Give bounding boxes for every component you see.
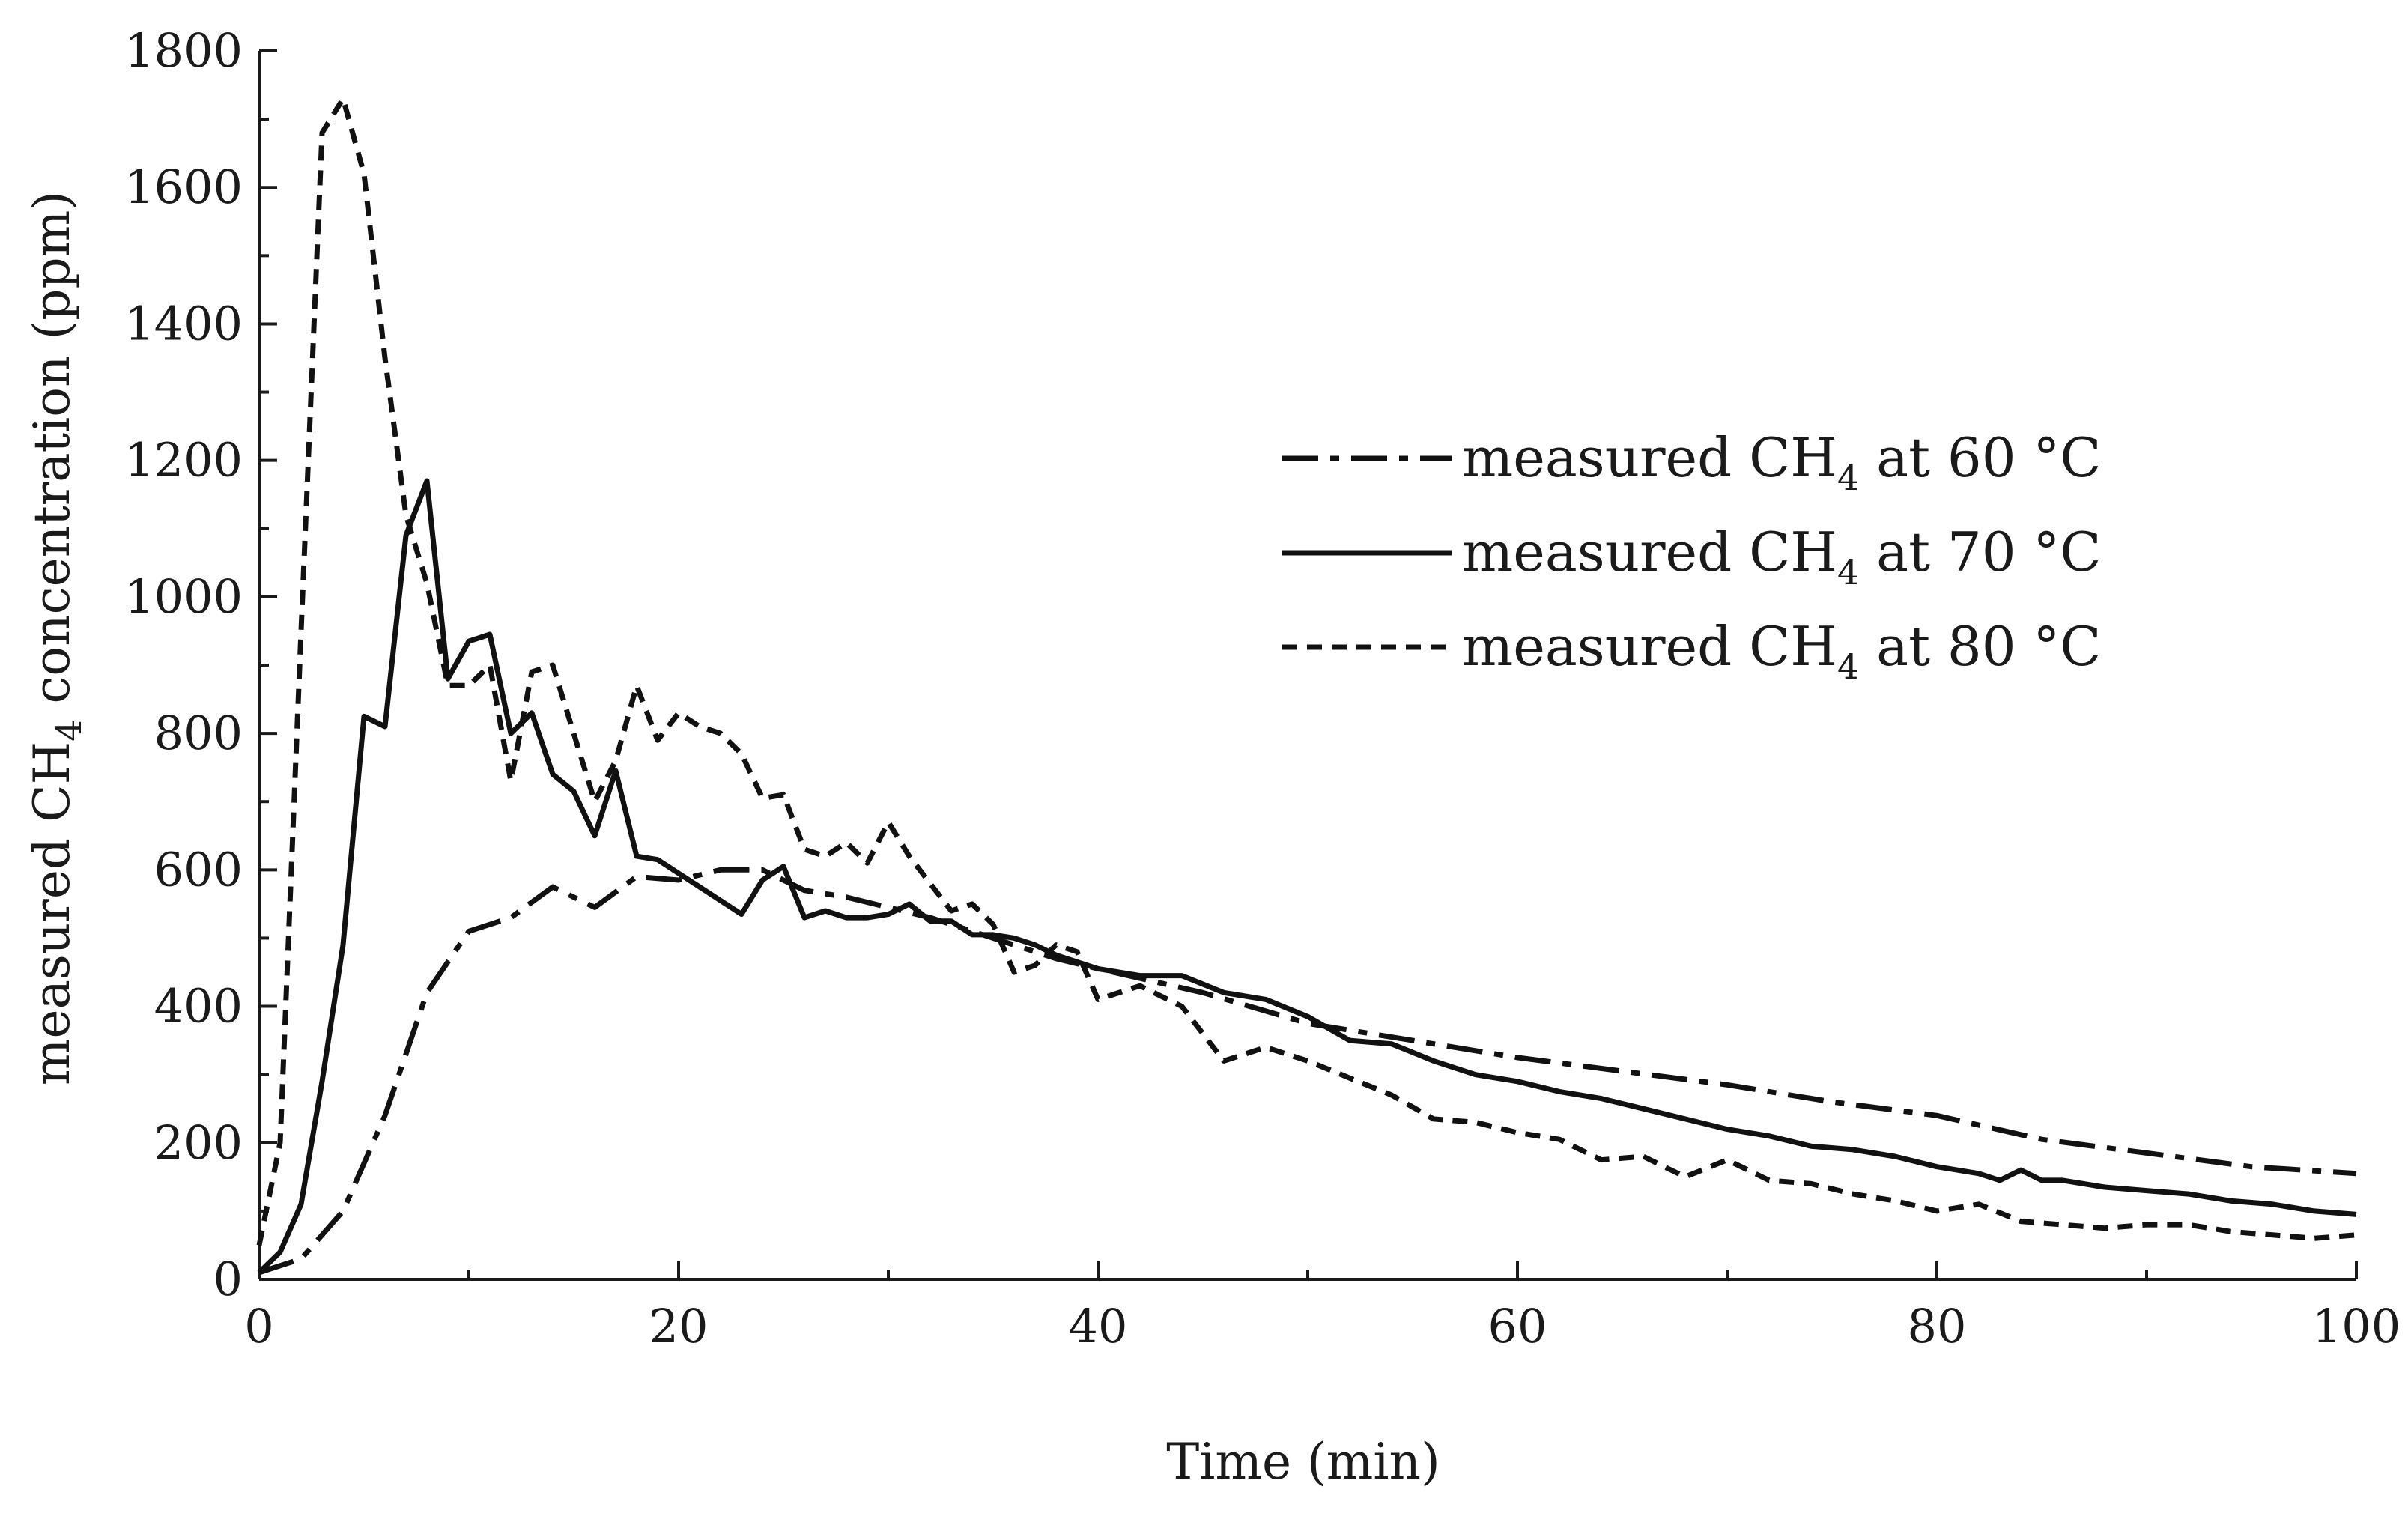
legend-label: measured CH4 at 70 °C (1462, 521, 2102, 592)
y-tick-label: 1600 (124, 160, 243, 214)
y-tick-label: 600 (154, 842, 243, 897)
x-tick-label: 100 (2312, 1299, 2401, 1353)
series-line (256, 96, 2357, 1246)
y-tick-label: 1200 (124, 433, 243, 488)
y-axis-label: measured CH4 concentration (ppm) (23, 191, 89, 1085)
legend-item: measured CH4 at 70 °C (1282, 521, 2102, 592)
y-tick-label: 1000 (124, 569, 243, 624)
y-tick-label: 1800 (124, 23, 243, 78)
ticks: 0 20 40 60 80 1000200400600800100012001400160… (124, 23, 2401, 1353)
x-axis-label: Time (min) (1166, 1433, 1440, 1491)
x-tick-label: 80 (1908, 1299, 1967, 1353)
y-tick-label: 400 (154, 979, 243, 1034)
series-line (258, 867, 2357, 1276)
legend: measured CH4 at 60 °C measured CH4 at 70 … (1282, 426, 2102, 687)
legend-item: measured CH4 at 80 °C (1282, 615, 2102, 687)
x-tick-label: 40 (1069, 1299, 1128, 1353)
series-1 (258, 867, 2357, 1276)
y-tick-label: 800 (154, 706, 243, 760)
legend-label: measured CH4 at 60 °C (1462, 426, 2102, 498)
y-tick-label: 1400 (124, 296, 243, 351)
legend-item: measured CH4 at 60 °C (1282, 426, 2102, 498)
series-2 (257, 478, 2357, 1275)
series-3 (256, 96, 2357, 1246)
series-line (257, 478, 2357, 1275)
x-tick-label: 20 (649, 1299, 709, 1353)
x-tick-label: 0 (244, 1299, 273, 1353)
y-tick-label: 200 (154, 1115, 243, 1170)
y-tick-label: 0 (213, 1252, 243, 1306)
legend-label: measured CH4 at 80 °C (1462, 615, 2102, 687)
plot-area (256, 96, 2357, 1276)
x-tick-label: 60 (1488, 1299, 1547, 1353)
